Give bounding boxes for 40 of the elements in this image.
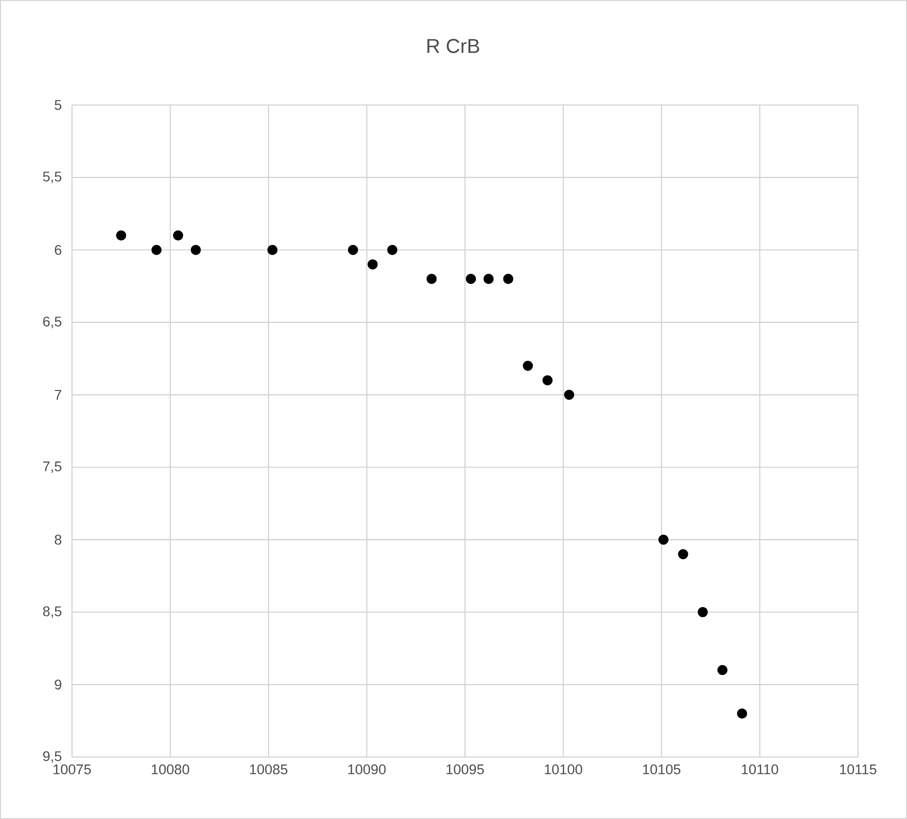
y-tick-label: 8,5 bbox=[43, 606, 62, 618]
x-tick-label: 10110 bbox=[742, 764, 778, 774]
point bbox=[658, 534, 669, 545]
x-tick-label: 10105 bbox=[643, 764, 680, 774]
point bbox=[348, 244, 358, 255]
y-tick-label: 7,5 bbox=[43, 462, 62, 473]
y-tick-label: 9 bbox=[54, 680, 62, 690]
y-tick-label: 7 bbox=[54, 390, 62, 400]
x-tick-label: 10115 bbox=[840, 764, 876, 774]
point bbox=[466, 274, 476, 284]
point bbox=[678, 549, 688, 560]
point bbox=[190, 244, 201, 255]
x-tick-label: 10080 bbox=[152, 764, 190, 774]
point bbox=[151, 244, 162, 255]
y-tick-label: 8 bbox=[54, 534, 62, 545]
x-tick-label: 10085 bbox=[250, 764, 288, 774]
point bbox=[116, 230, 126, 240]
point bbox=[717, 665, 728, 676]
point bbox=[368, 259, 378, 270]
x-tick-label: 10100 bbox=[544, 764, 582, 774]
point bbox=[736, 708, 748, 719]
point bbox=[542, 375, 553, 386]
point bbox=[484, 274, 494, 284]
y-tick-label: 6,5 bbox=[43, 316, 62, 328]
x-tick-label: 10095 bbox=[446, 764, 484, 774]
x-tick-label: 10090 bbox=[348, 764, 386, 774]
y-tick-label: 6 bbox=[54, 244, 62, 255]
y-tick-label: 5,5 bbox=[43, 172, 62, 184]
point bbox=[267, 244, 278, 255]
y-tick-label: 9,5 bbox=[43, 751, 62, 763]
y-tick-label: 5 bbox=[54, 100, 62, 110]
point bbox=[426, 274, 437, 284]
point bbox=[564, 390, 574, 400]
x-tick-label: 10075 bbox=[54, 764, 91, 774]
point bbox=[503, 274, 514, 284]
point bbox=[522, 360, 533, 371]
point bbox=[698, 607, 708, 618]
point bbox=[173, 230, 184, 240]
chart-title: R CrB bbox=[427, 38, 480, 54]
point bbox=[387, 244, 398, 255]
